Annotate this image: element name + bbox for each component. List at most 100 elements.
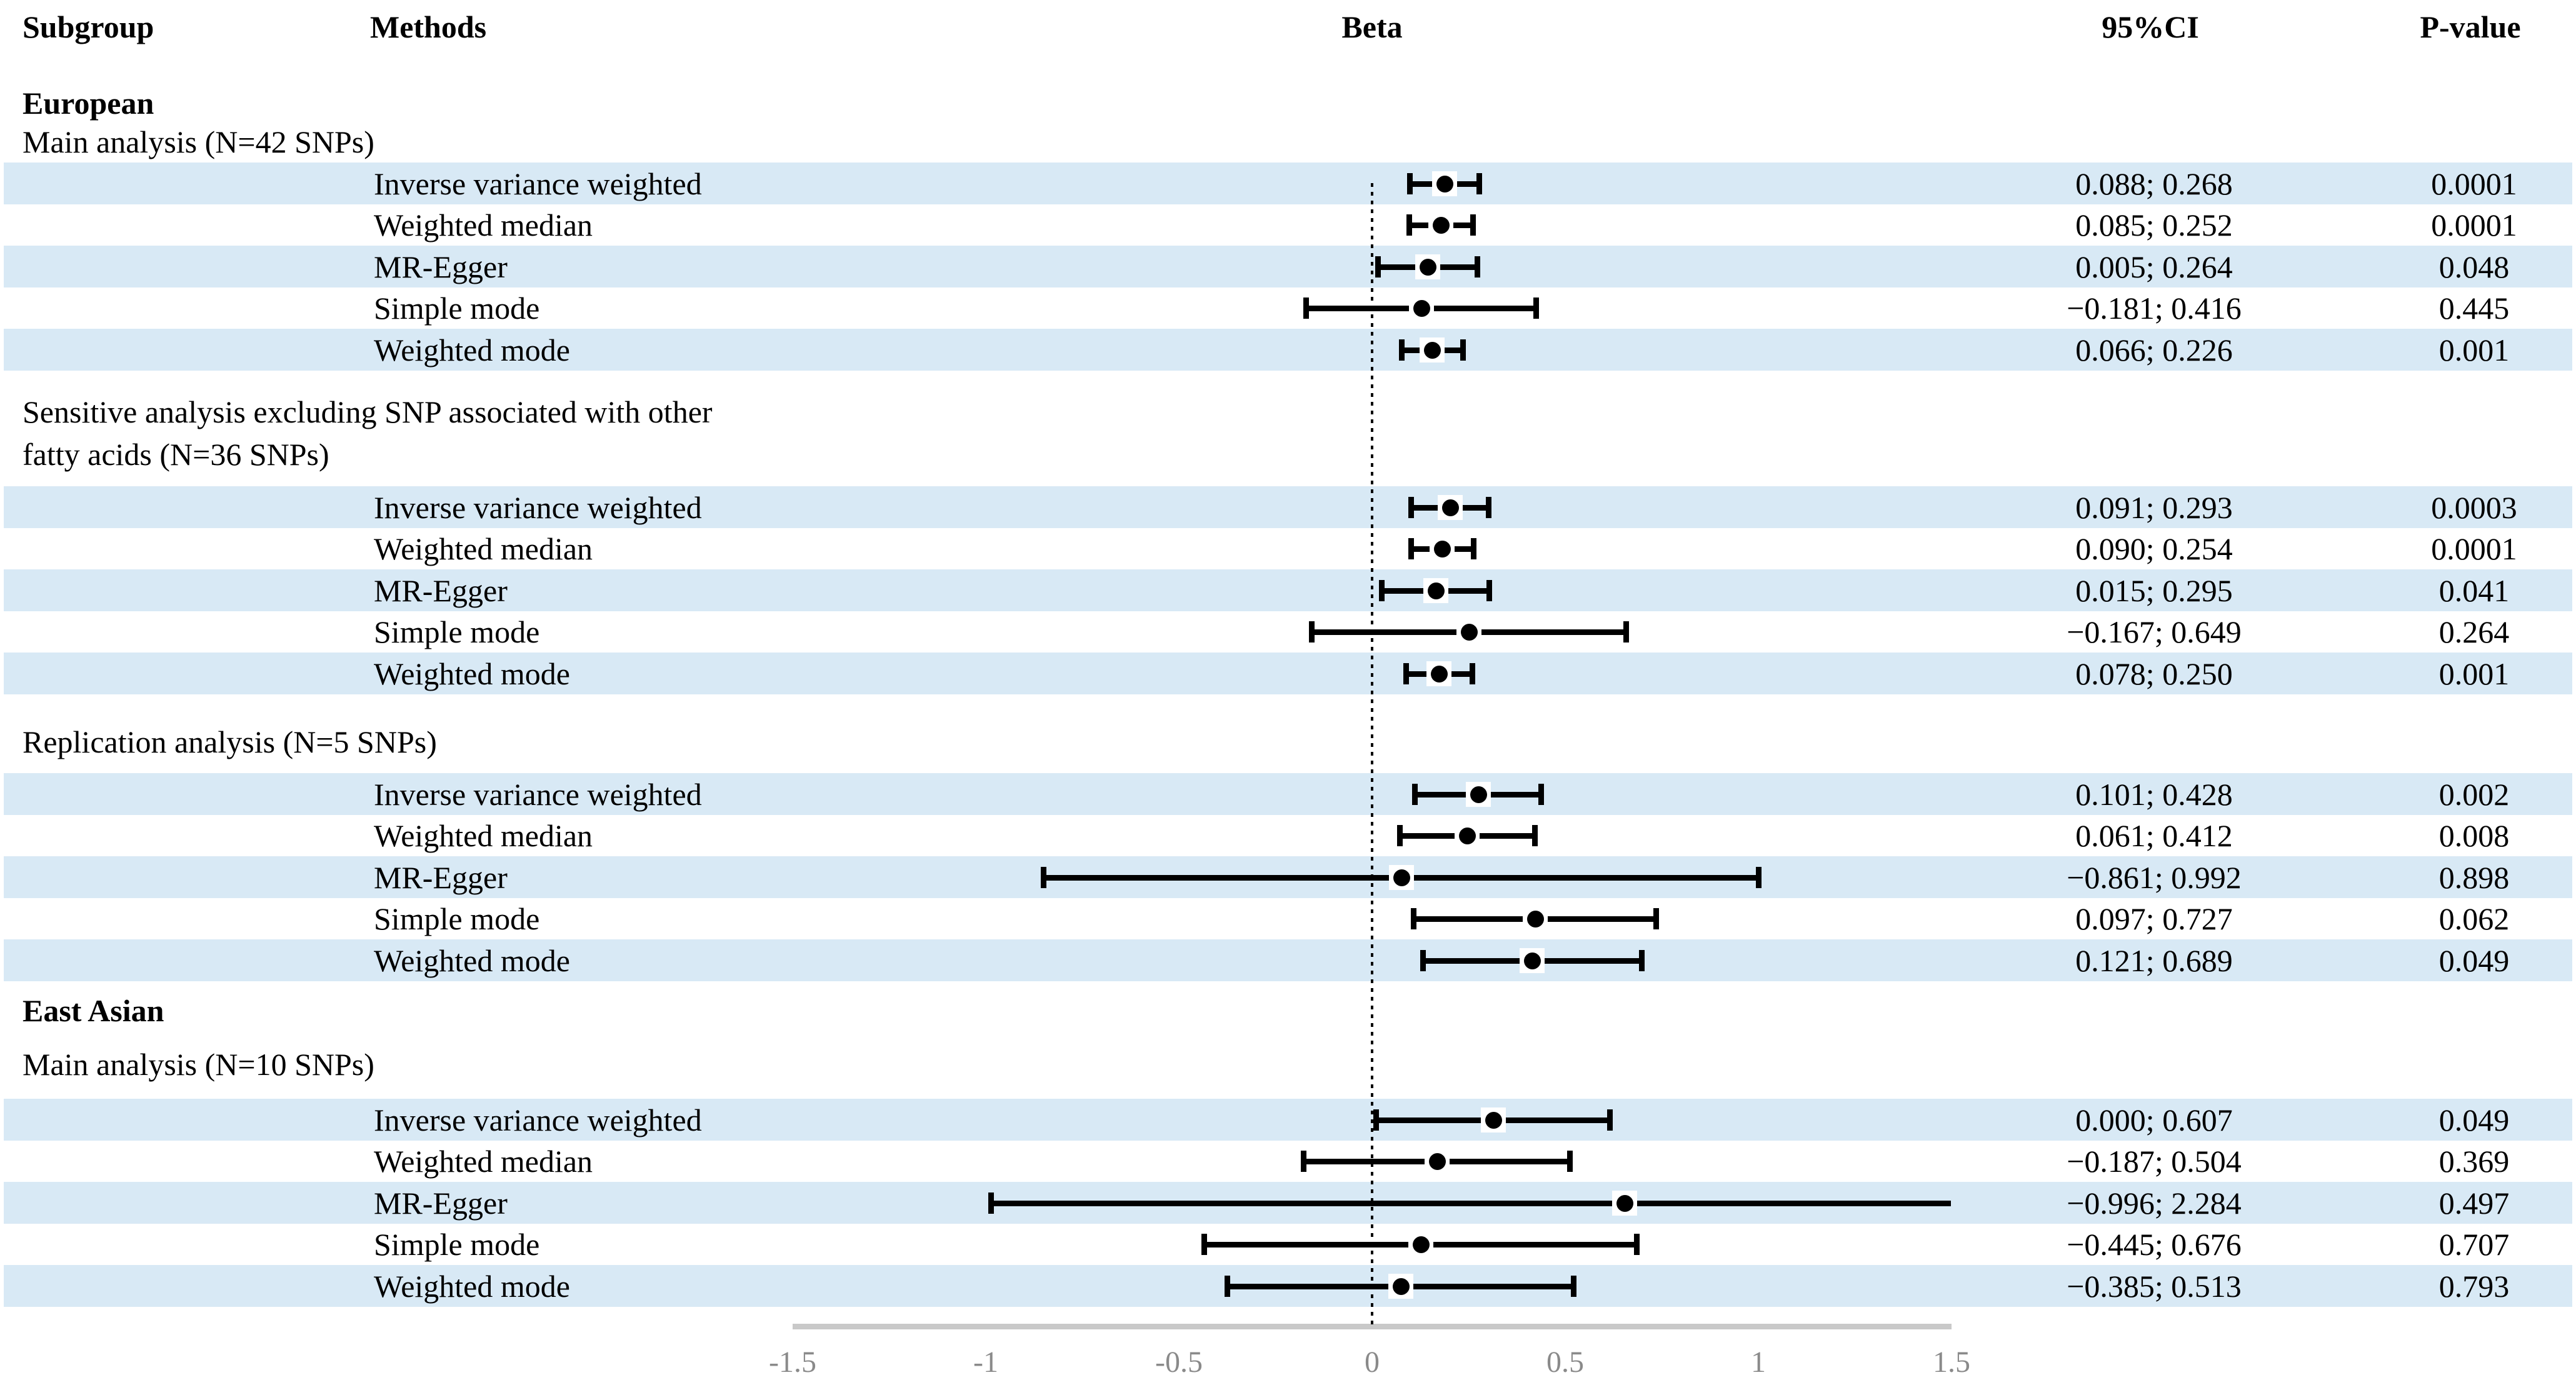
- beta-marker: [1436, 175, 1453, 192]
- beta-marker: [1433, 217, 1450, 234]
- ci-text: −0.187; 0.504: [2067, 1144, 2242, 1179]
- ci-cap-left: [1408, 496, 1415, 518]
- ci-cap-right: [1486, 579, 1493, 601]
- ci-cap-right: [1475, 256, 1481, 278]
- zero-reference-line: [1371, 183, 1373, 1325]
- ci-cap-right: [1460, 339, 1466, 361]
- ci-cap-left: [1407, 172, 1413, 194]
- beta-marker: [1524, 952, 1541, 969]
- p-value-text: 0.062: [2438, 901, 2510, 936]
- method-label: Weighted median: [374, 1144, 593, 1179]
- column-header-methods: Methods: [370, 9, 487, 44]
- ci-cap-left: [1373, 1109, 1379, 1131]
- ci-cap-right: [1486, 496, 1492, 518]
- beta-marker: [1393, 869, 1410, 886]
- ci-cap-left: [1410, 908, 1416, 929]
- axis-tick-label: 1: [1751, 1346, 1766, 1379]
- analysis-title: Main analysis (N=10 SNPs): [23, 1047, 374, 1082]
- beta-marker: [1427, 582, 1445, 599]
- ci-cap-right: [1756, 866, 1762, 888]
- beta-marker: [1413, 300, 1430, 317]
- forest-row: Inverse variance weighted 0.091; 0.293 0.0…: [4, 486, 2572, 528]
- method-label: Inverse variance weighted: [374, 1102, 702, 1138]
- forest-row: Simple mode 0.097; 0.727 0.062: [4, 898, 2572, 940]
- column-header-ci: 95%CI: [2102, 9, 2199, 44]
- p-value-text: 0.041: [2438, 572, 2510, 608]
- p-value-text: 0.049: [2438, 1102, 2510, 1138]
- ci-text: −0.861; 0.992: [2067, 859, 2242, 895]
- ci-cap-left: [1379, 579, 1385, 601]
- ci-cap-right: [1623, 621, 1630, 642]
- forest-row: Weighted mode −0.385; 0.513 0.793: [4, 1265, 2572, 1307]
- ci-text: −0.181; 0.416: [2067, 291, 2242, 326]
- ci-text: −0.996; 2.284: [2067, 1185, 2242, 1221]
- forest-row: Simple mode −0.445; 0.676 0.707: [4, 1224, 2572, 1266]
- ci-cap-right: [1638, 949, 1645, 971]
- forest-row: Simple mode −0.167; 0.649 0.264: [4, 611, 2572, 653]
- ci-cap-left: [1303, 298, 1310, 319]
- forest-row: MR-Egger 0.015; 0.295 0.041: [4, 569, 2572, 611]
- ci-cap-right: [1653, 908, 1660, 929]
- method-label: Weighted mode: [374, 942, 570, 978]
- p-value-text: 0.001: [2438, 656, 2510, 691]
- ci-cap-left: [1201, 1234, 1207, 1255]
- method-label: Weighted median: [374, 531, 593, 566]
- beta-marker: [1459, 828, 1476, 844]
- ci-cap-right: [1470, 538, 1476, 559]
- ci-text: 0.101; 0.428: [2075, 776, 2233, 812]
- column-header-subgroup: Subgroup: [23, 9, 154, 44]
- method-label: Simple mode: [374, 291, 540, 326]
- ci-cap-right: [1571, 1275, 1577, 1297]
- p-value-text: 0.264: [2438, 614, 2510, 649]
- method-label: Simple mode: [374, 1227, 540, 1262]
- ci-cap-left: [1375, 256, 1381, 278]
- ci-cap-left: [1403, 662, 1410, 684]
- method-label: Inverse variance weighted: [374, 776, 702, 812]
- beta-marker: [1424, 341, 1441, 359]
- beta-marker: [1485, 1111, 1502, 1129]
- method-label: Weighted median: [374, 208, 593, 242]
- subgroup-heading: East Asian: [23, 993, 164, 1028]
- ci-text: 0.085; 0.252: [2075, 208, 2233, 242]
- p-value-text: 0.707: [2438, 1227, 2510, 1262]
- axis-tick-label: 1.5: [1933, 1346, 1970, 1379]
- beta-marker: [1420, 258, 1437, 276]
- p-value-text: 0.497: [2438, 1185, 2510, 1221]
- ci-text: 0.090; 0.254: [2075, 531, 2233, 566]
- p-value-text: 0.369: [2438, 1144, 2510, 1179]
- ci-cap-right: [1607, 1109, 1613, 1131]
- analysis-title: Replication analysis (N=5 SNPs): [23, 724, 437, 759]
- ci-cap-left: [1408, 538, 1414, 559]
- forest-row: Inverse variance weighted 0.088; 0.268 0.0…: [4, 162, 2572, 204]
- ci-cap-right: [1470, 214, 1476, 236]
- forest-row: Weighted mode 0.078; 0.250 0.001: [4, 652, 2572, 694]
- ci-cap-left: [988, 1192, 995, 1214]
- axis-tick-label: 0.5: [1546, 1346, 1584, 1379]
- method-label: Simple mode: [374, 901, 540, 936]
- method-label: Inverse variance weighted: [374, 489, 702, 525]
- forest-row: Inverse variance weighted 0.101; 0.428 0.0…: [4, 773, 2572, 815]
- forest-row: Weighted median 0.061; 0.412 0.008: [4, 815, 2572, 857]
- ci-cap-left: [1396, 825, 1403, 846]
- method-label: Weighted mode: [374, 1268, 570, 1304]
- axis-tick-label: -0.5: [1155, 1346, 1203, 1379]
- ci-cap-right: [1633, 1234, 1640, 1255]
- forest-row: MR-Egger 0.005; 0.264 0.048: [4, 246, 2572, 288]
- forest-row: Inverse variance weighted 0.000; 0.607 0.0…: [4, 1099, 2572, 1141]
- ci-text: 0.061; 0.412: [2075, 818, 2233, 853]
- method-label: Weighted mode: [374, 656, 570, 691]
- method-label: MR-Egger: [374, 859, 508, 895]
- beta-marker: [1412, 1236, 1430, 1253]
- ci-text: 0.091; 0.293: [2075, 489, 2233, 525]
- ci-cap-left: [1412, 783, 1418, 805]
- beta-marker: [1392, 1278, 1410, 1295]
- ci-cap-right: [1531, 825, 1538, 846]
- ci-cap-right: [1476, 172, 1482, 194]
- forest-row: Simple mode −0.181; 0.416 0.445: [4, 288, 2572, 329]
- p-value-text: 0.445: [2438, 291, 2510, 326]
- axis-tick-label: -1.5: [769, 1346, 816, 1379]
- ci-text: −0.385; 0.513: [2067, 1268, 2242, 1304]
- p-value-text: 0.048: [2438, 249, 2510, 284]
- p-value-text: 0.008: [2438, 818, 2510, 853]
